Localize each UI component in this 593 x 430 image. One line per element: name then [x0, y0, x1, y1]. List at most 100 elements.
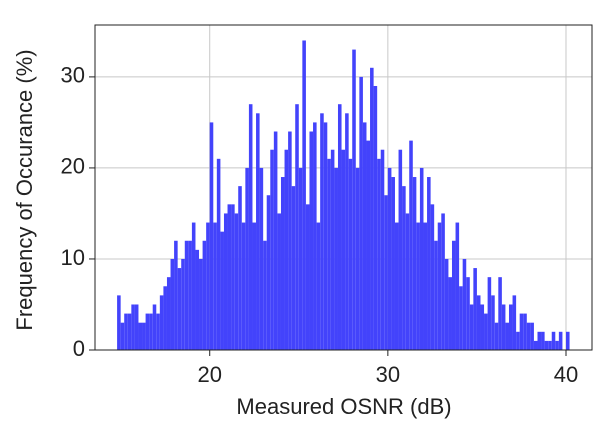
bar [124, 313, 128, 350]
bar [181, 258, 185, 350]
bar [131, 304, 135, 350]
bar [491, 295, 495, 350]
bar [199, 258, 203, 350]
bar [391, 177, 395, 350]
bar [245, 167, 249, 350]
bar [355, 167, 360, 350]
bar [466, 277, 470, 350]
bar [398, 149, 403, 350]
bar [309, 131, 314, 350]
bar [213, 222, 217, 350]
bar [163, 286, 167, 350]
bar [402, 186, 406, 350]
bar [248, 104, 253, 350]
bar [166, 277, 171, 350]
bar [419, 167, 424, 350]
bar [202, 240, 207, 350]
bar [316, 222, 321, 350]
x-tick-label: 40 [554, 362, 578, 387]
bar [170, 258, 175, 350]
bar [277, 213, 281, 350]
bar [142, 322, 146, 350]
bar [494, 322, 499, 350]
bar [263, 240, 267, 350]
bar [473, 268, 477, 350]
bar [302, 40, 306, 350]
bar [273, 131, 278, 350]
x-tick-label: 20 [197, 362, 221, 387]
bar [188, 240, 192, 350]
bar [412, 177, 417, 350]
bar [377, 158, 381, 350]
bar [195, 249, 200, 350]
y-tick-label: 20 [61, 154, 85, 179]
bar [127, 313, 132, 350]
bar [409, 140, 413, 350]
bar [323, 122, 328, 350]
bar [469, 304, 474, 350]
bar [448, 277, 452, 350]
bar [352, 49, 356, 350]
bar [423, 222, 428, 350]
bar [305, 204, 310, 350]
bar [555, 340, 559, 350]
bar [345, 113, 349, 350]
bar [174, 240, 178, 350]
bar [434, 240, 438, 350]
bar [270, 149, 274, 350]
bar [206, 222, 210, 350]
bar [526, 322, 531, 350]
bar [487, 277, 492, 350]
bar [320, 113, 324, 350]
bar [330, 149, 335, 350]
bar [184, 240, 189, 350]
bar [444, 258, 449, 350]
bar [288, 131, 292, 350]
bar [334, 167, 338, 350]
bar [476, 295, 481, 350]
bar [216, 158, 221, 350]
bar [238, 186, 242, 350]
bar [523, 313, 527, 350]
bar [284, 149, 289, 350]
bar [380, 149, 385, 350]
y-axis-label: Frequency of Occurance (%) [12, 49, 37, 330]
bar [441, 213, 445, 350]
bar [295, 104, 299, 350]
bar [516, 331, 520, 350]
bar [177, 268, 182, 350]
bar [362, 122, 367, 350]
bar [505, 322, 509, 350]
y-tick-label: 10 [61, 245, 85, 270]
bar [533, 340, 538, 350]
bar [437, 222, 442, 350]
bar [159, 295, 164, 350]
bar [120, 322, 125, 350]
x-tick-label: 30 [376, 362, 400, 387]
bar [366, 140, 371, 350]
bar [341, 149, 346, 350]
bar [430, 204, 435, 350]
bar [501, 304, 506, 350]
bar [134, 304, 139, 350]
bar [427, 177, 431, 350]
bar [191, 222, 196, 350]
bar [541, 331, 545, 350]
bar [149, 313, 153, 350]
bar [337, 104, 342, 350]
bar [416, 222, 420, 350]
plot-frame [94, 24, 593, 351]
bar [223, 213, 228, 350]
bar [327, 158, 331, 350]
bar [266, 195, 271, 350]
bar [298, 167, 303, 350]
bar [117, 295, 121, 350]
bar [484, 313, 488, 350]
bar [145, 313, 150, 350]
bar [508, 304, 513, 350]
bar [387, 167, 392, 350]
bar [544, 340, 549, 350]
bar [565, 331, 570, 350]
bar [138, 322, 143, 350]
